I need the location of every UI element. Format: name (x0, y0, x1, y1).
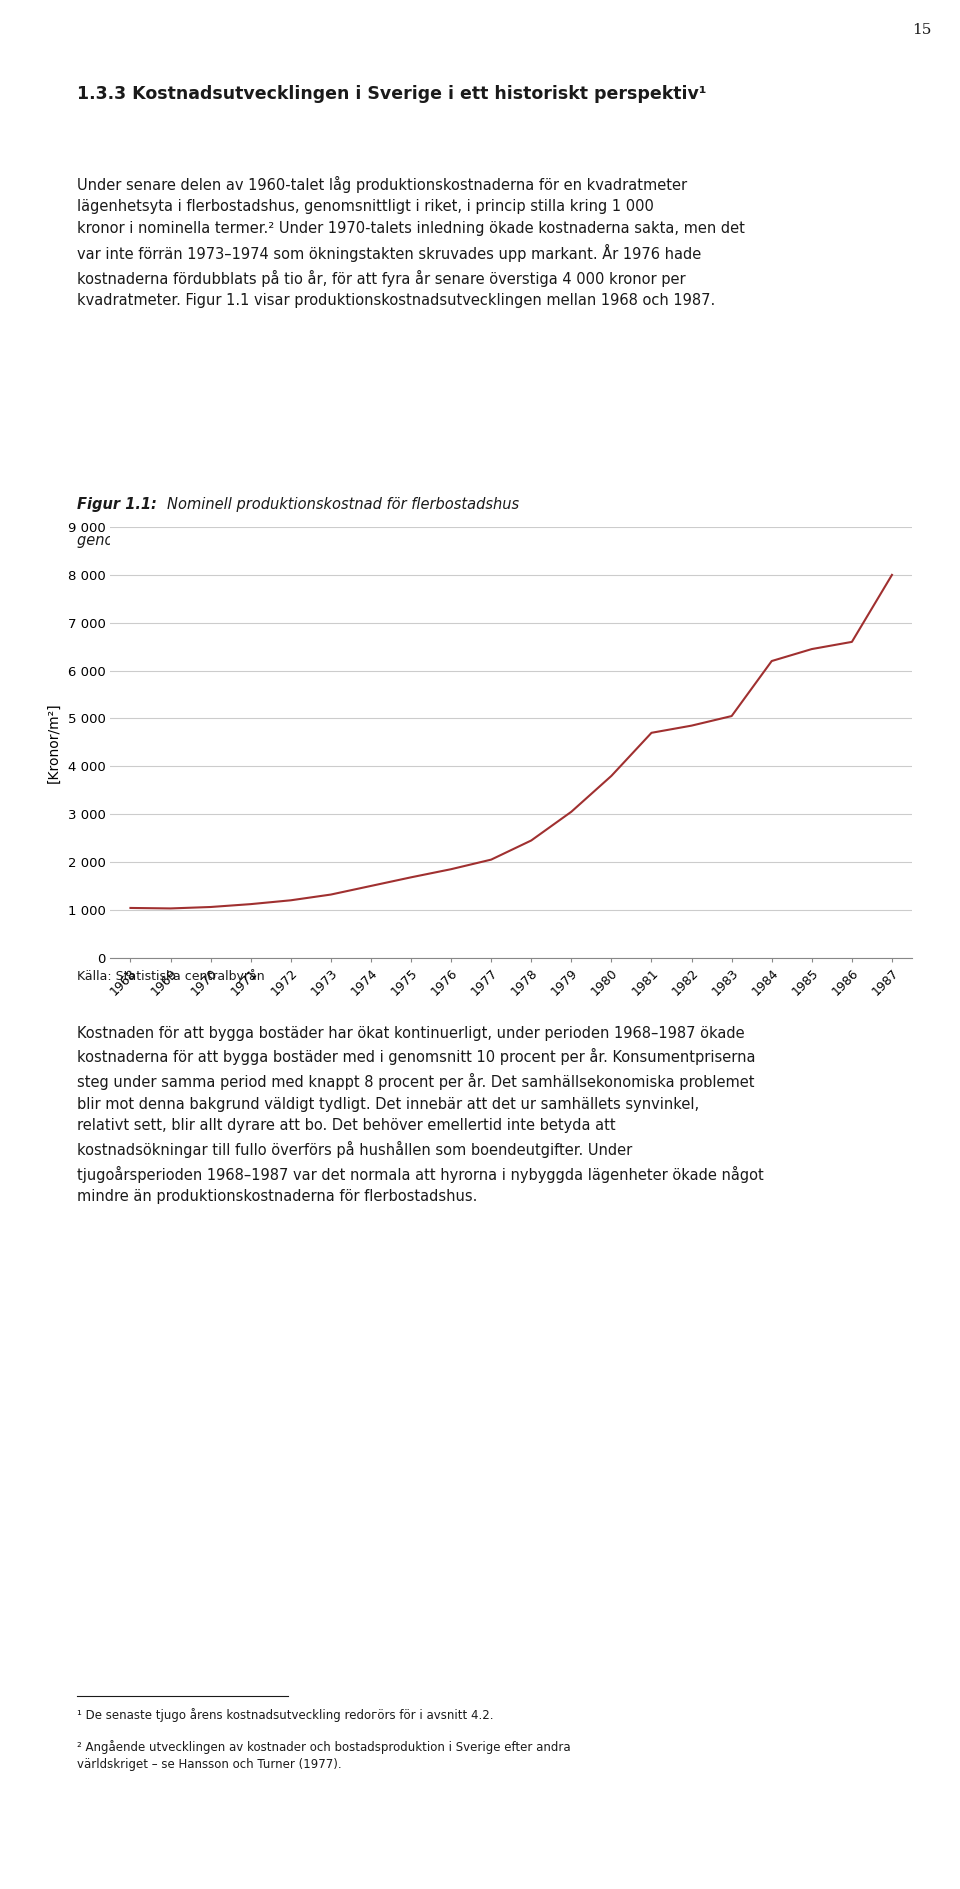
Text: ² Angående utvecklingen av kostnader och bostadsproduktion i Sverige efter andra: ² Angående utvecklingen av kostnader och… (77, 1740, 570, 1770)
Text: Figur 1.1:: Figur 1.1: (77, 497, 156, 512)
Text: 1.3.3 Kostnadsutvecklingen i Sverige i ett historiskt perspektiv¹: 1.3.3 Kostnadsutvecklingen i Sverige i e… (77, 85, 707, 104)
Y-axis label: [Kronor/m²]: [Kronor/m²] (47, 703, 60, 782)
Text: ¹ De senaste tjugo årens kostnadsutveckling redогörs för i avsnitt 4.2.: ¹ De senaste tjugo årens kostnadsutveckl… (77, 1708, 493, 1721)
Text: 15: 15 (912, 23, 931, 36)
Text: genomsnittligt för riket 1968–1987: genomsnittligt för riket 1968–1987 (77, 533, 332, 548)
Text: Källa: Statistiska centralbyrån: Källa: Statistiska centralbyrån (77, 969, 264, 982)
Text: Under senare delen av 1960-talet låg produktionskostnaderna för en kvadratmeter
: Under senare delen av 1960-talet låg pro… (77, 176, 745, 308)
Text: Nominell produktionskostnad för flerbostadshus: Nominell produktionskostnad för flerbost… (167, 497, 519, 512)
Text: Kostnaden för att bygga bostäder har ökat kontinuerligt, under perioden 1968–198: Kostnaden för att bygga bostäder har öka… (77, 1026, 763, 1205)
